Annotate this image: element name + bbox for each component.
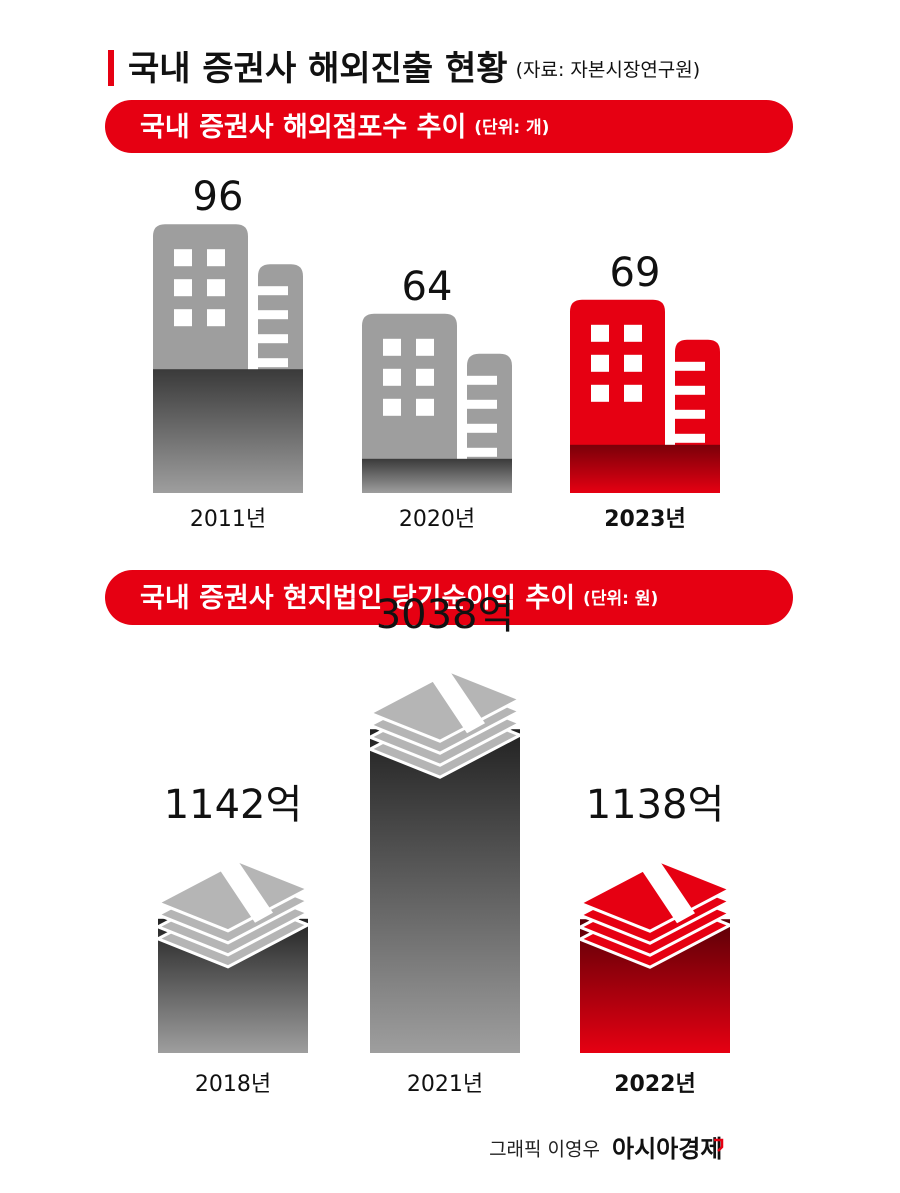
category-label: 2011년 (190, 507, 266, 532)
window (591, 354, 609, 372)
value-label: 3038억 (376, 592, 515, 638)
window (207, 249, 225, 267)
stripe (675, 385, 705, 395)
window (174, 249, 192, 267)
stripe (258, 334, 288, 344)
building-base (362, 458, 512, 493)
value-label: 1138억 (586, 782, 725, 828)
brand-mark (714, 1138, 724, 1152)
stripe (258, 286, 288, 296)
value-label: 96 (193, 174, 244, 220)
unit: (단위: 개) (474, 118, 549, 138)
value-label: 1142억 (164, 782, 303, 828)
main-title: 국내 증권사 해외진출 현황 (자료: 자본시장연구원) (128, 49, 700, 89)
bar-group (154, 835, 312, 1053)
bill-layer (154, 859, 312, 933)
section-title-text: 국내 증권사 현지법인 당기순이익 추이 (140, 583, 575, 614)
bill-layer (366, 669, 524, 743)
window (416, 368, 434, 386)
window (383, 368, 401, 386)
bill-layer (576, 859, 734, 933)
bar-group (362, 313, 512, 493)
stripe (467, 447, 497, 457)
stripe (467, 375, 497, 385)
window (416, 338, 434, 356)
category-label: 2020년 (399, 507, 475, 532)
title-text: 국내 증권사 해외진출 현황 (128, 49, 508, 89)
window (624, 354, 642, 372)
window (383, 338, 401, 356)
stripe (675, 409, 705, 419)
building-base (570, 444, 720, 493)
window (174, 279, 192, 297)
title-accent (108, 50, 114, 86)
window (207, 279, 225, 297)
building-gap (665, 339, 675, 493)
stripe (675, 433, 705, 443)
window (416, 398, 434, 416)
money-column (370, 729, 520, 1053)
stripe (258, 310, 288, 320)
building-gap (457, 353, 467, 493)
section-title: 국내 증권사 해외점포수 추이 (단위: 개) (140, 112, 549, 143)
bar-group (570, 299, 720, 493)
building (362, 313, 457, 493)
credit: 그래픽 이영우 (489, 1139, 600, 1161)
value-label: 69 (610, 250, 661, 296)
category-label: 2021년 (407, 1072, 483, 1097)
window (591, 384, 609, 402)
bar-group (366, 646, 524, 1053)
bar-group (153, 224, 303, 493)
building-base (153, 369, 303, 493)
section-pill (105, 570, 793, 625)
window (207, 309, 225, 327)
section-title: 국내 증권사 현지법인 당기순이익 추이 (단위: 원) (140, 583, 658, 614)
bar-group (576, 836, 734, 1053)
category-label: 2018년 (195, 1072, 271, 1097)
window (624, 324, 642, 342)
category-label: 2023년 (604, 507, 685, 532)
stripe (467, 423, 497, 433)
stripe (675, 361, 705, 371)
building (570, 299, 665, 493)
section-title-text: 국내 증권사 해외점포수 추이 (140, 112, 466, 143)
stripe (467, 399, 497, 409)
category-label: 2022년 (614, 1072, 695, 1097)
source: (자료: 자본시장연구원) (516, 59, 701, 81)
unit: (단위: 원) (583, 589, 658, 609)
band (625, 836, 695, 924)
window (591, 324, 609, 342)
band (415, 646, 485, 734)
stripe (258, 358, 288, 368)
window (383, 398, 401, 416)
brand: 아시아경제 (612, 1135, 722, 1163)
window (174, 309, 192, 327)
section-pill (105, 100, 793, 153)
value-label: 64 (402, 264, 453, 310)
building-side (467, 353, 512, 493)
charts: 96 2011년 64 2020년 69 2023년 1142억 2018년 3038억 2021… (153, 174, 734, 1097)
window (624, 384, 642, 402)
band (203, 835, 273, 923)
